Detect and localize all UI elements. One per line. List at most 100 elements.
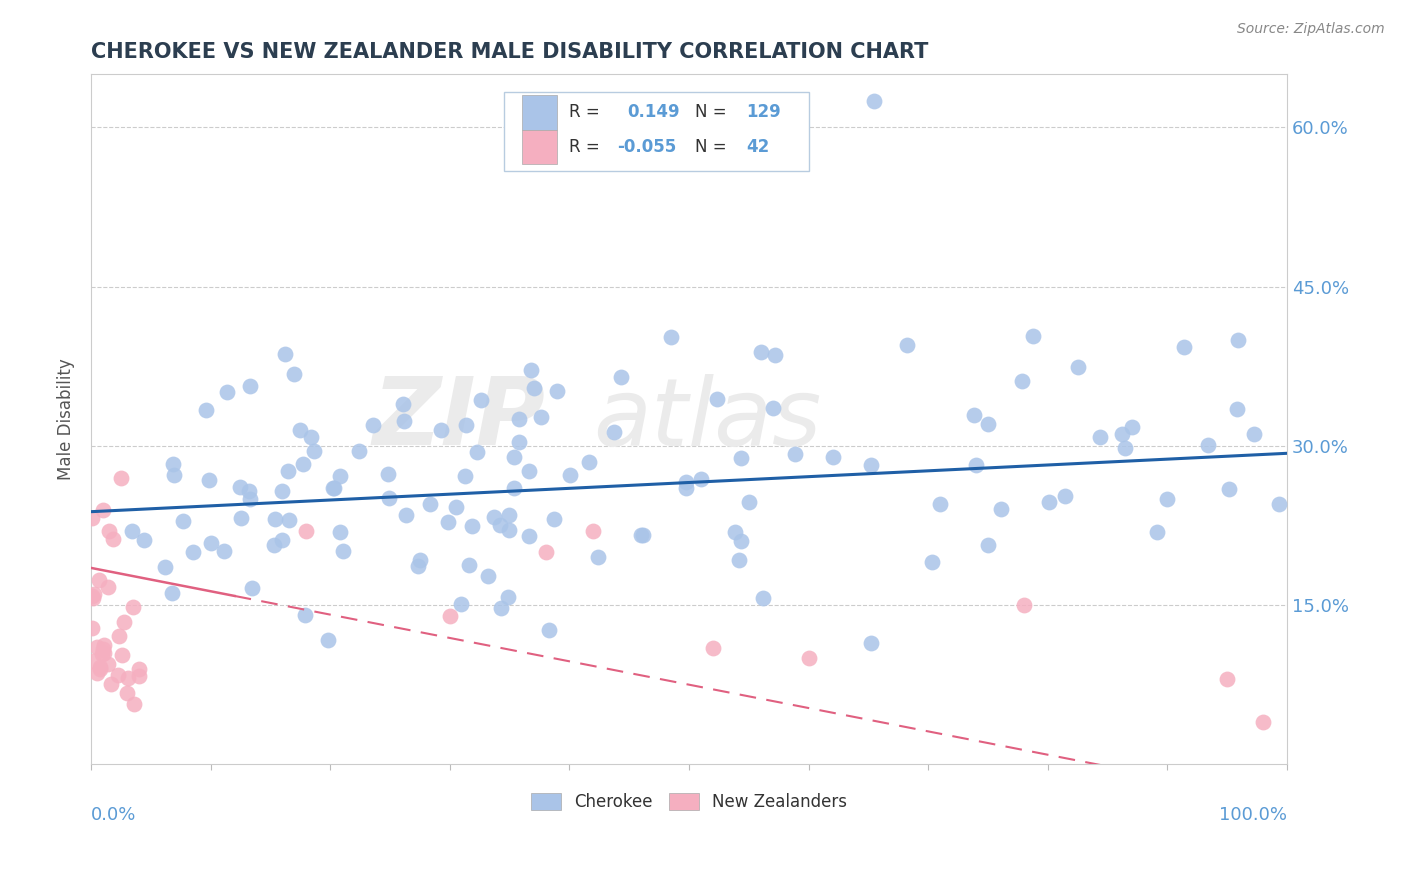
Point — [82, 654, 104, 668]
Point — [1251, 714, 1274, 729]
Point — [963, 408, 986, 422]
Point — [859, 458, 882, 472]
Point — [724, 524, 747, 539]
Text: N =: N = — [695, 103, 727, 121]
Point — [488, 518, 510, 533]
Point — [547, 384, 569, 399]
Point — [1197, 438, 1219, 452]
Point — [391, 397, 413, 411]
Point — [239, 378, 262, 392]
Point — [749, 345, 772, 359]
Point — [498, 524, 520, 538]
Point — [101, 532, 124, 546]
Point — [292, 458, 315, 472]
Point — [181, 545, 204, 559]
Text: -0.055: -0.055 — [617, 138, 676, 156]
Point — [114, 615, 136, 630]
Point — [163, 467, 186, 482]
Point — [523, 381, 546, 395]
Point — [121, 524, 143, 539]
Point — [172, 514, 194, 528]
Point — [162, 458, 184, 472]
Point — [752, 591, 775, 606]
Point — [128, 662, 150, 676]
Point — [1173, 340, 1195, 354]
Point — [517, 529, 540, 543]
Point — [863, 94, 886, 108]
Point — [465, 444, 488, 458]
Point — [332, 544, 354, 558]
Point — [229, 481, 252, 495]
Text: R =: R = — [569, 138, 600, 156]
Point — [1121, 420, 1143, 434]
Text: atlas: atlas — [593, 374, 821, 465]
Point — [659, 330, 682, 344]
Point — [631, 528, 654, 542]
Point — [347, 444, 370, 458]
Point — [1156, 491, 1178, 506]
Point — [1218, 482, 1240, 496]
Point — [537, 623, 560, 637]
Text: N =: N = — [695, 138, 727, 156]
Point — [929, 497, 952, 511]
Point — [80, 589, 103, 603]
Point — [1011, 374, 1033, 388]
Point — [128, 669, 150, 683]
Point — [1216, 673, 1239, 687]
Point — [107, 667, 129, 681]
Point — [111, 648, 134, 662]
Point — [328, 525, 350, 540]
Point — [117, 671, 139, 685]
Point — [288, 423, 311, 437]
Point — [1012, 598, 1035, 612]
Point — [1114, 441, 1136, 455]
Point — [437, 515, 460, 529]
Point — [990, 502, 1012, 516]
Point — [498, 508, 520, 523]
Point — [977, 538, 1000, 552]
Point — [965, 458, 987, 472]
Point — [1268, 497, 1291, 511]
Point — [96, 657, 118, 672]
Point — [508, 412, 530, 426]
Point — [98, 524, 121, 538]
Point — [278, 513, 301, 527]
Point — [491, 601, 513, 615]
Point — [860, 635, 883, 649]
Point — [93, 646, 115, 660]
Point — [323, 481, 346, 495]
Point — [91, 642, 114, 657]
Point — [212, 544, 235, 558]
Point — [976, 417, 998, 431]
Bar — [522, 95, 557, 129]
Bar — [522, 129, 557, 164]
Point — [89, 660, 111, 674]
Point — [89, 662, 111, 676]
Point — [86, 665, 108, 680]
Point — [322, 481, 344, 495]
Point — [477, 569, 499, 583]
Point — [763, 348, 786, 362]
Point — [121, 599, 143, 614]
Point — [108, 629, 131, 643]
Point — [299, 430, 322, 444]
Point — [263, 512, 285, 526]
Point — [896, 338, 918, 352]
Point — [517, 464, 540, 478]
Point — [270, 483, 292, 498]
Point — [470, 392, 492, 407]
Point — [93, 638, 115, 652]
Point — [392, 414, 415, 428]
Point — [134, 533, 156, 547]
Point — [153, 560, 176, 574]
Point — [302, 444, 325, 458]
Point — [675, 481, 697, 495]
Point — [543, 512, 565, 526]
Point — [91, 502, 114, 516]
Text: ZIP: ZIP — [373, 374, 546, 466]
Point — [610, 370, 633, 384]
Point — [406, 559, 429, 574]
Point — [446, 500, 468, 515]
Point — [520, 362, 543, 376]
Text: 42: 42 — [747, 138, 769, 156]
